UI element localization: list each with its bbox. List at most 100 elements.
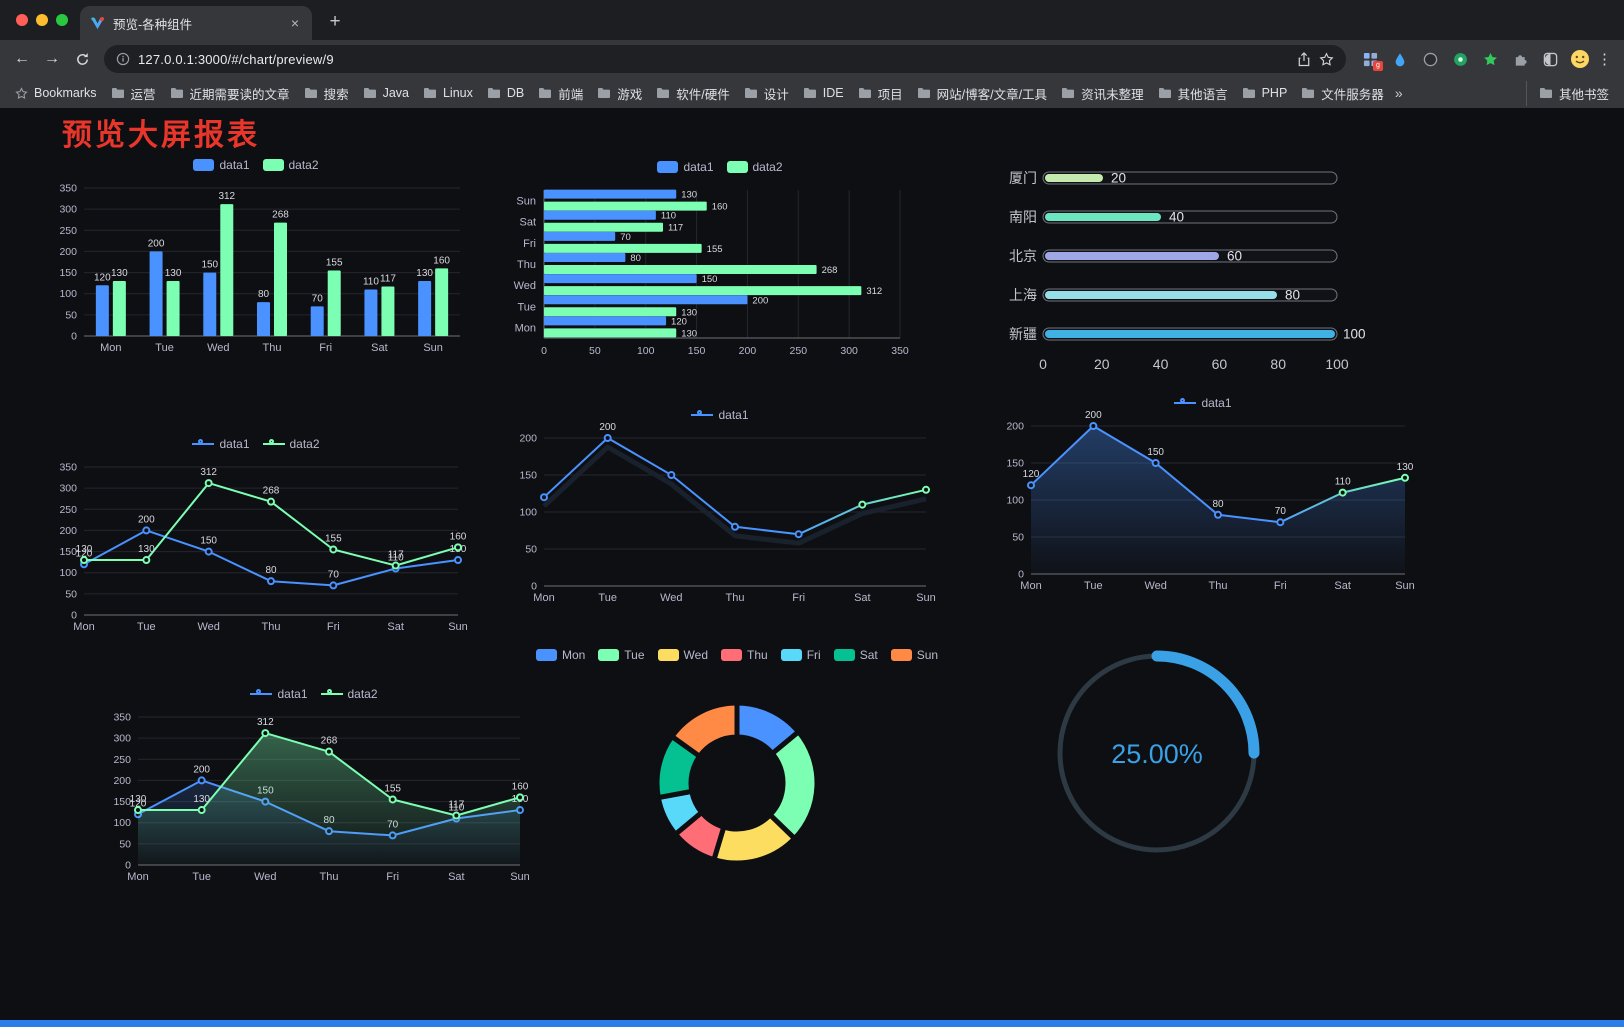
bookmark-item[interactable]: 近期需要读的文章: [163, 81, 297, 106]
gradient-area-chart[interactable]: data1 0 50 100 150 200 Mon Tue Wed Thu Fri Sat Sun 12…: [985, 394, 1421, 594]
legend-item[interactable]: data1: [193, 158, 250, 172]
svg-text:Thu: Thu: [320, 871, 339, 883]
svg-text:50: 50: [65, 588, 77, 600]
horizontal-bar-chart[interactable]: data1 data2 0 50 100 150 200 250 300 350 Sun 130 160…: [500, 158, 940, 360]
bookmark-item[interactable]: 项目: [851, 81, 910, 106]
forward-button[interactable]: →: [44, 50, 60, 67]
svg-text:70: 70: [1275, 506, 1287, 517]
tab-close-icon[interactable]: ×: [290, 15, 299, 31]
minimize-window-button[interactable]: [36, 14, 48, 26]
svg-text:80: 80: [1285, 288, 1300, 303]
bookmark-item[interactable]: 设计: [737, 81, 796, 106]
bookmark-item[interactable]: 资讯未整理: [1054, 81, 1151, 106]
bookmark-item[interactable]: PHP: [1235, 83, 1295, 103]
grouped-bar-chart[interactable]: data1 data2 0 50 100 150 200 250 300 350 Mon Tue Wed…: [38, 156, 474, 356]
svg-text:0: 0: [531, 581, 537, 593]
legend-item[interactable]: data2: [320, 687, 378, 701]
bookmark-label: Java: [382, 86, 409, 100]
bookmark-item[interactable]: 前端: [531, 81, 590, 106]
legend-line-icon: [262, 439, 285, 445]
legend-item[interactable]: data2: [726, 160, 783, 174]
bookmark-item[interactable]: IDE: [796, 83, 851, 103]
legend-item[interactable]: Thu: [721, 648, 768, 662]
legend-item[interactable]: Fri: [780, 648, 821, 662]
city-progress-chart[interactable]: 厦门 20 南阳 40 北京 60 上海 80 新疆 100 0 20 40 60 80 100: [985, 160, 1415, 382]
address-bar[interactable]: 127.0.0.1:3000/#/chart/preview/9: [104, 45, 1346, 73]
green-star-ext-icon[interactable]: [1478, 47, 1502, 71]
bookmark-item[interactable]: 游戏: [590, 81, 649, 106]
bookmark-label: 项目: [877, 87, 903, 102]
svg-text:上海: 上海: [1009, 287, 1037, 303]
bookmark-item[interactable]: 运营: [104, 81, 163, 106]
bookmark-item[interactable]: 文件服务器: [1294, 81, 1391, 106]
blue-drop-ext-icon[interactable]: [1388, 47, 1412, 71]
svg-text:0: 0: [71, 610, 77, 622]
multi-line-area-chart[interactable]: data1 data2 0 50 100 150 200 250 300 350 Mon Tue Wed…: [92, 685, 536, 885]
svg-text:150: 150: [702, 274, 718, 285]
legend-label: Tue: [624, 648, 645, 662]
site-info-icon[interactable]: [116, 52, 130, 66]
dark-circle-ext-icon[interactable]: [1418, 47, 1442, 71]
profile-avatar[interactable]: [1568, 47, 1592, 71]
screenshot-grid-ext-icon[interactable]: g: [1358, 47, 1383, 71]
reload-button[interactable]: [68, 45, 96, 73]
legend-swatch-icon: [833, 649, 855, 661]
puzzle-ext-icon[interactable]: [1508, 47, 1532, 71]
browser-menu-icon[interactable]: ⋮: [1597, 51, 1613, 68]
legend-item[interactable]: Mon: [535, 648, 585, 662]
svg-text:Mon: Mon: [127, 871, 148, 883]
chart-canvas: 0 50 100 150 200 Mon Tue Wed Thu Fri Sat Sun 200: [519, 422, 935, 604]
folder-icon: [1539, 87, 1553, 99]
gradient-line-chart[interactable]: data1 0 50 100 150 200 Mon Tue Wed Thu Fri Sat Sun 20…: [498, 406, 942, 606]
percent-gauge-chart[interactable]: 25.00%: [1040, 636, 1274, 870]
legend-item[interactable]: data2: [262, 158, 319, 172]
bookmark-item[interactable]: 软件/硬件: [649, 81, 736, 106]
bookmark-label: PHP: [1261, 86, 1288, 100]
legend-item[interactable]: data1: [657, 160, 714, 174]
close-window-button[interactable]: [16, 14, 28, 26]
bookmarks-overflow-chevron[interactable]: »: [1394, 85, 1403, 101]
new-tab-button[interactable]: +: [329, 11, 341, 32]
weekday-donut-chart[interactable]: Mon Tue Wed Thu Fri Sat Sun: [535, 646, 938, 908]
legend-item[interactable]: data1: [192, 437, 250, 451]
svg-text:160: 160: [433, 255, 450, 266]
svg-text:Wed: Wed: [197, 621, 219, 633]
green-circle-ext-icon[interactable]: [1448, 47, 1472, 71]
folder-icon: [917, 87, 931, 99]
chart-canvas: 25.00%: [1057, 650, 1260, 853]
multi-line-chart[interactable]: data1 data2 0 50 100 150 200 250 300 350 Mon Tue Wed…: [38, 435, 474, 635]
folder-icon: [858, 87, 872, 99]
back-button[interactable]: ←: [14, 50, 30, 67]
svg-text:130: 130: [165, 268, 182, 279]
legend-item[interactable]: data1: [1174, 396, 1232, 410]
legend-item[interactable]: Wed: [657, 648, 708, 662]
bookmark-item[interactable]: 其他语言: [1151, 81, 1235, 106]
legend-item[interactable]: data1: [250, 687, 308, 701]
svg-text:100: 100: [59, 567, 77, 579]
fullscreen-window-button[interactable]: [56, 14, 68, 26]
bookmark-item[interactable]: Linux: [416, 83, 480, 103]
bookmark-label: 近期需要读的文章: [189, 87, 290, 102]
legend-item[interactable]: data2: [262, 437, 320, 451]
svg-text:80: 80: [258, 289, 270, 300]
bookmark-item[interactable]: 搜索: [297, 81, 356, 106]
svg-text:160: 160: [712, 202, 728, 213]
browser-tab[interactable]: 预览-各种组件 ×: [80, 6, 312, 40]
share-icon[interactable]: [1297, 51, 1311, 67]
bookmark-item[interactable]: Java: [356, 83, 416, 103]
legend-item[interactable]: Sat: [833, 648, 878, 662]
legend-item[interactable]: Sun: [890, 648, 938, 662]
legend-swatch-icon: [657, 649, 679, 661]
legend-item[interactable]: data1: [691, 408, 749, 422]
dark-reader-ext-icon[interactable]: [1538, 47, 1562, 71]
svg-text:60: 60: [1227, 249, 1242, 264]
bookmark-item[interactable]: 其他书签: [1525, 80, 1616, 106]
bookmark-item[interactable]: Bookmarks: [8, 83, 104, 103]
bookmark-label: Bookmarks: [34, 86, 97, 100]
bookmark-item[interactable]: DB: [480, 83, 531, 103]
svg-text:Sat: Sat: [387, 621, 404, 633]
bookmark-item[interactable]: 网站/博客/文章/工具: [910, 81, 1054, 106]
legend-item[interactable]: Tue: [598, 648, 645, 662]
bookmark-star-icon[interactable]: [1319, 51, 1334, 67]
